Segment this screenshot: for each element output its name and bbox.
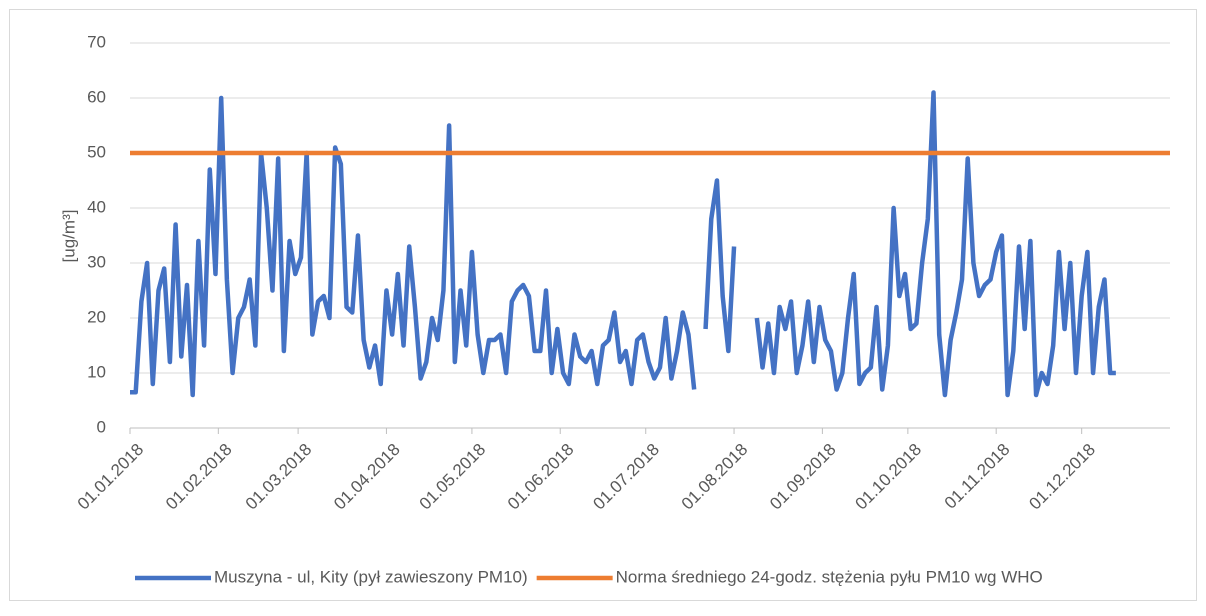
y-tick-label: 50	[87, 142, 106, 161]
legend-label: Norma średniego 24-godz. stężenia pyłu P…	[616, 567, 1043, 586]
y-tick-label: 10	[87, 362, 106, 381]
y-axis-label: [ug/m³]	[59, 210, 78, 263]
y-tick-label: 60	[87, 87, 106, 106]
y-tick-label: 40	[87, 197, 106, 216]
series-line	[130, 90, 1116, 398]
y-tick-label: 30	[87, 252, 106, 271]
legend-label: Muszyna - ul, Kity (pył zawieszony PM10)	[214, 567, 528, 586]
y-tick-label: 0	[97, 417, 106, 436]
y-tick-label: 20	[87, 307, 106, 326]
y-tick-label: 70	[87, 32, 106, 51]
